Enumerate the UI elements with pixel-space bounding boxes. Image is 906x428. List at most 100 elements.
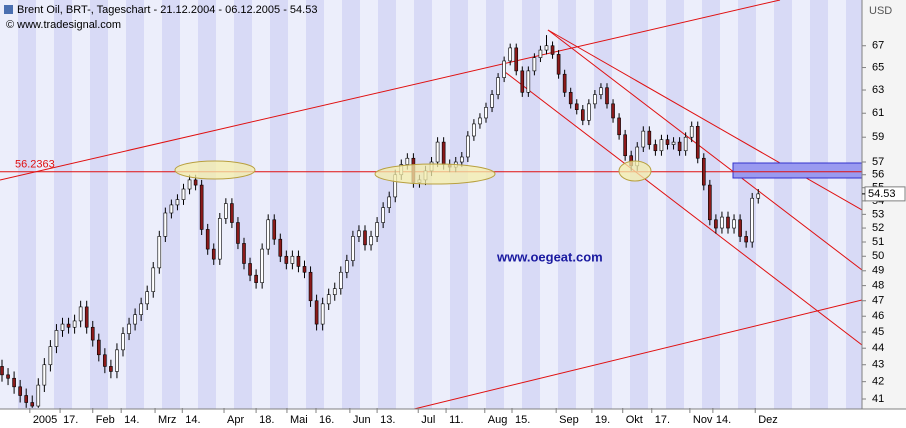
candle-body (459, 156, 464, 163)
candle-body (163, 212, 168, 237)
x-tick-label: 14. (716, 414, 731, 426)
x-tick-label: Apr (227, 414, 244, 426)
candle-body (254, 274, 258, 283)
stripe (144, 0, 162, 409)
stripe (252, 0, 270, 409)
candle-body (665, 139, 670, 145)
stripe (180, 0, 198, 409)
candle-body (145, 291, 149, 305)
highlight-ellipse (374, 163, 496, 185)
stripe (666, 0, 684, 409)
candle-body (375, 222, 379, 237)
candle-body (236, 222, 240, 244)
stripe (792, 0, 810, 409)
candle-body (611, 103, 615, 119)
candle-body (677, 141, 682, 152)
stripe (558, 0, 576, 409)
stripe (576, 0, 594, 409)
candle-body (647, 130, 652, 145)
x-tick-label: Dez (758, 414, 778, 426)
annotation: www.oegeat.com (496, 249, 603, 264)
candle-body (6, 374, 10, 379)
candle-body (199, 184, 204, 230)
target-zone (732, 162, 862, 179)
y-tick-label: 47 (872, 295, 884, 307)
stripe (306, 0, 324, 409)
x-tick-label: 14. (185, 414, 200, 426)
trend-line (0, 0, 781, 181)
candle-body (653, 144, 658, 152)
candle-body (302, 266, 307, 273)
stripe (612, 0, 630, 409)
y-tick-label: 45 (872, 326, 884, 338)
y-tick-label: 56 (872, 169, 884, 181)
candle-body (750, 197, 754, 243)
chart-title: Brent Oil, BRT-, Tageschart - 21.12.2004… (17, 4, 317, 16)
stripe (18, 0, 36, 409)
candle-body (689, 126, 694, 138)
stripe (756, 0, 774, 409)
stripe (810, 0, 828, 409)
candle-body (369, 236, 373, 246)
stripe (432, 0, 450, 409)
background-stripes (0, 0, 862, 409)
stripe (198, 0, 216, 409)
candle-body (514, 47, 519, 72)
candle-body (54, 330, 59, 347)
y-tick-label: 49 (872, 265, 884, 277)
candle-body (169, 204, 174, 214)
candle-body (175, 199, 180, 206)
x-tick-label: 18. (259, 414, 274, 426)
x-tick-label: Feb (96, 414, 115, 426)
y-tick-label: 67 (872, 40, 884, 52)
y-tick-label: 41 (872, 393, 884, 405)
drawings (0, 0, 862, 409)
trend-line (504, 71, 862, 346)
stripe (648, 0, 666, 409)
y-tick-label: 43 (872, 359, 884, 371)
candle-body (78, 306, 83, 322)
candle-body (326, 294, 331, 305)
y-tick-label: 42 (872, 376, 884, 388)
candle-body (121, 333, 125, 351)
x-tick-label: 14. (124, 414, 139, 426)
y-axis-label: USD (869, 5, 892, 17)
candle-body (363, 230, 367, 246)
stripe (270, 0, 288, 409)
stripe (450, 0, 468, 409)
candle-body (193, 179, 198, 186)
candle-body (248, 263, 252, 276)
candle-body (756, 193, 761, 199)
x-tick-label: Mai (290, 414, 308, 426)
highlights (174, 160, 652, 185)
candle-body (683, 136, 688, 152)
x-tick-label: Okt (626, 414, 643, 426)
x-tick-label: Aug (488, 414, 508, 426)
candle-body (532, 57, 537, 72)
stripe (342, 0, 360, 409)
x-tick-label: 17. (655, 414, 670, 426)
highlight-ellipse (174, 160, 256, 180)
y-tick-label: 44 (872, 342, 884, 354)
candle-body (587, 103, 591, 121)
candle-body (0, 366, 4, 376)
y-axis-panel (862, 0, 906, 409)
candle-body (109, 366, 113, 372)
level-label: 56.2363 (15, 159, 55, 171)
stripe (90, 0, 108, 409)
candle-body (12, 377, 16, 388)
candle-body (508, 47, 512, 62)
candle-body (260, 248, 264, 283)
x-tick-label: 2005 (33, 414, 57, 426)
candle-body (441, 141, 446, 165)
stripe (126, 0, 144, 409)
candle-body (502, 60, 506, 78)
candle-body (593, 94, 597, 105)
candle-body (187, 179, 192, 190)
stripe (468, 0, 486, 409)
candle-body (544, 45, 549, 51)
x-tick-label: 16. (319, 414, 334, 426)
candle-body (72, 320, 77, 328)
candle-body (623, 134, 627, 157)
